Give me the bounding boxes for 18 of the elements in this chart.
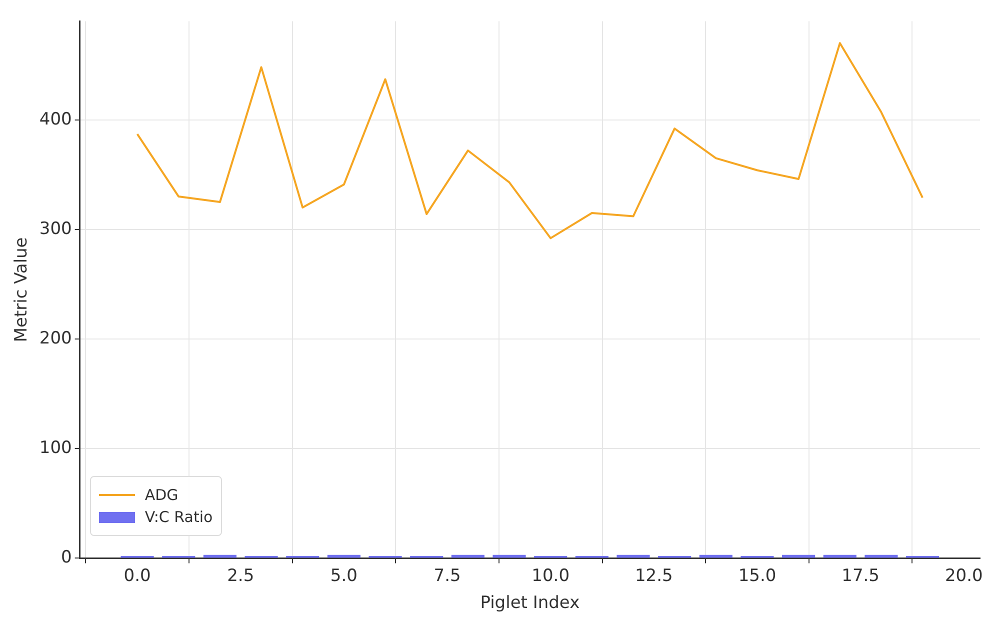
x-tick-label: 0.0 xyxy=(124,566,151,586)
x-tick-label: 5.0 xyxy=(330,566,358,586)
y-tick-label: 0 xyxy=(61,548,72,568)
x-tick-label: 7.5 xyxy=(434,566,461,586)
legend-label: ADG xyxy=(144,486,178,504)
y-tick-label: 200 xyxy=(39,328,72,348)
y-tick-label: 400 xyxy=(39,109,72,130)
x-tick-label: 12.5 xyxy=(634,566,673,586)
y-axis-title: Metric Value xyxy=(12,237,32,342)
legend-label: V:C Ratio xyxy=(144,508,213,526)
x-tick-label: 2.5 xyxy=(227,566,254,586)
x-tick-label: 10.0 xyxy=(532,566,570,586)
x-tick-label: 15.0 xyxy=(738,566,776,586)
x-tick-label: 20.0 xyxy=(944,566,983,586)
y-tick-label: 300 xyxy=(39,218,72,239)
y-tick-label: 100 xyxy=(39,438,72,458)
x-axis-title: Piglet Index xyxy=(480,593,580,614)
x-tick-label: 17.5 xyxy=(842,566,880,586)
